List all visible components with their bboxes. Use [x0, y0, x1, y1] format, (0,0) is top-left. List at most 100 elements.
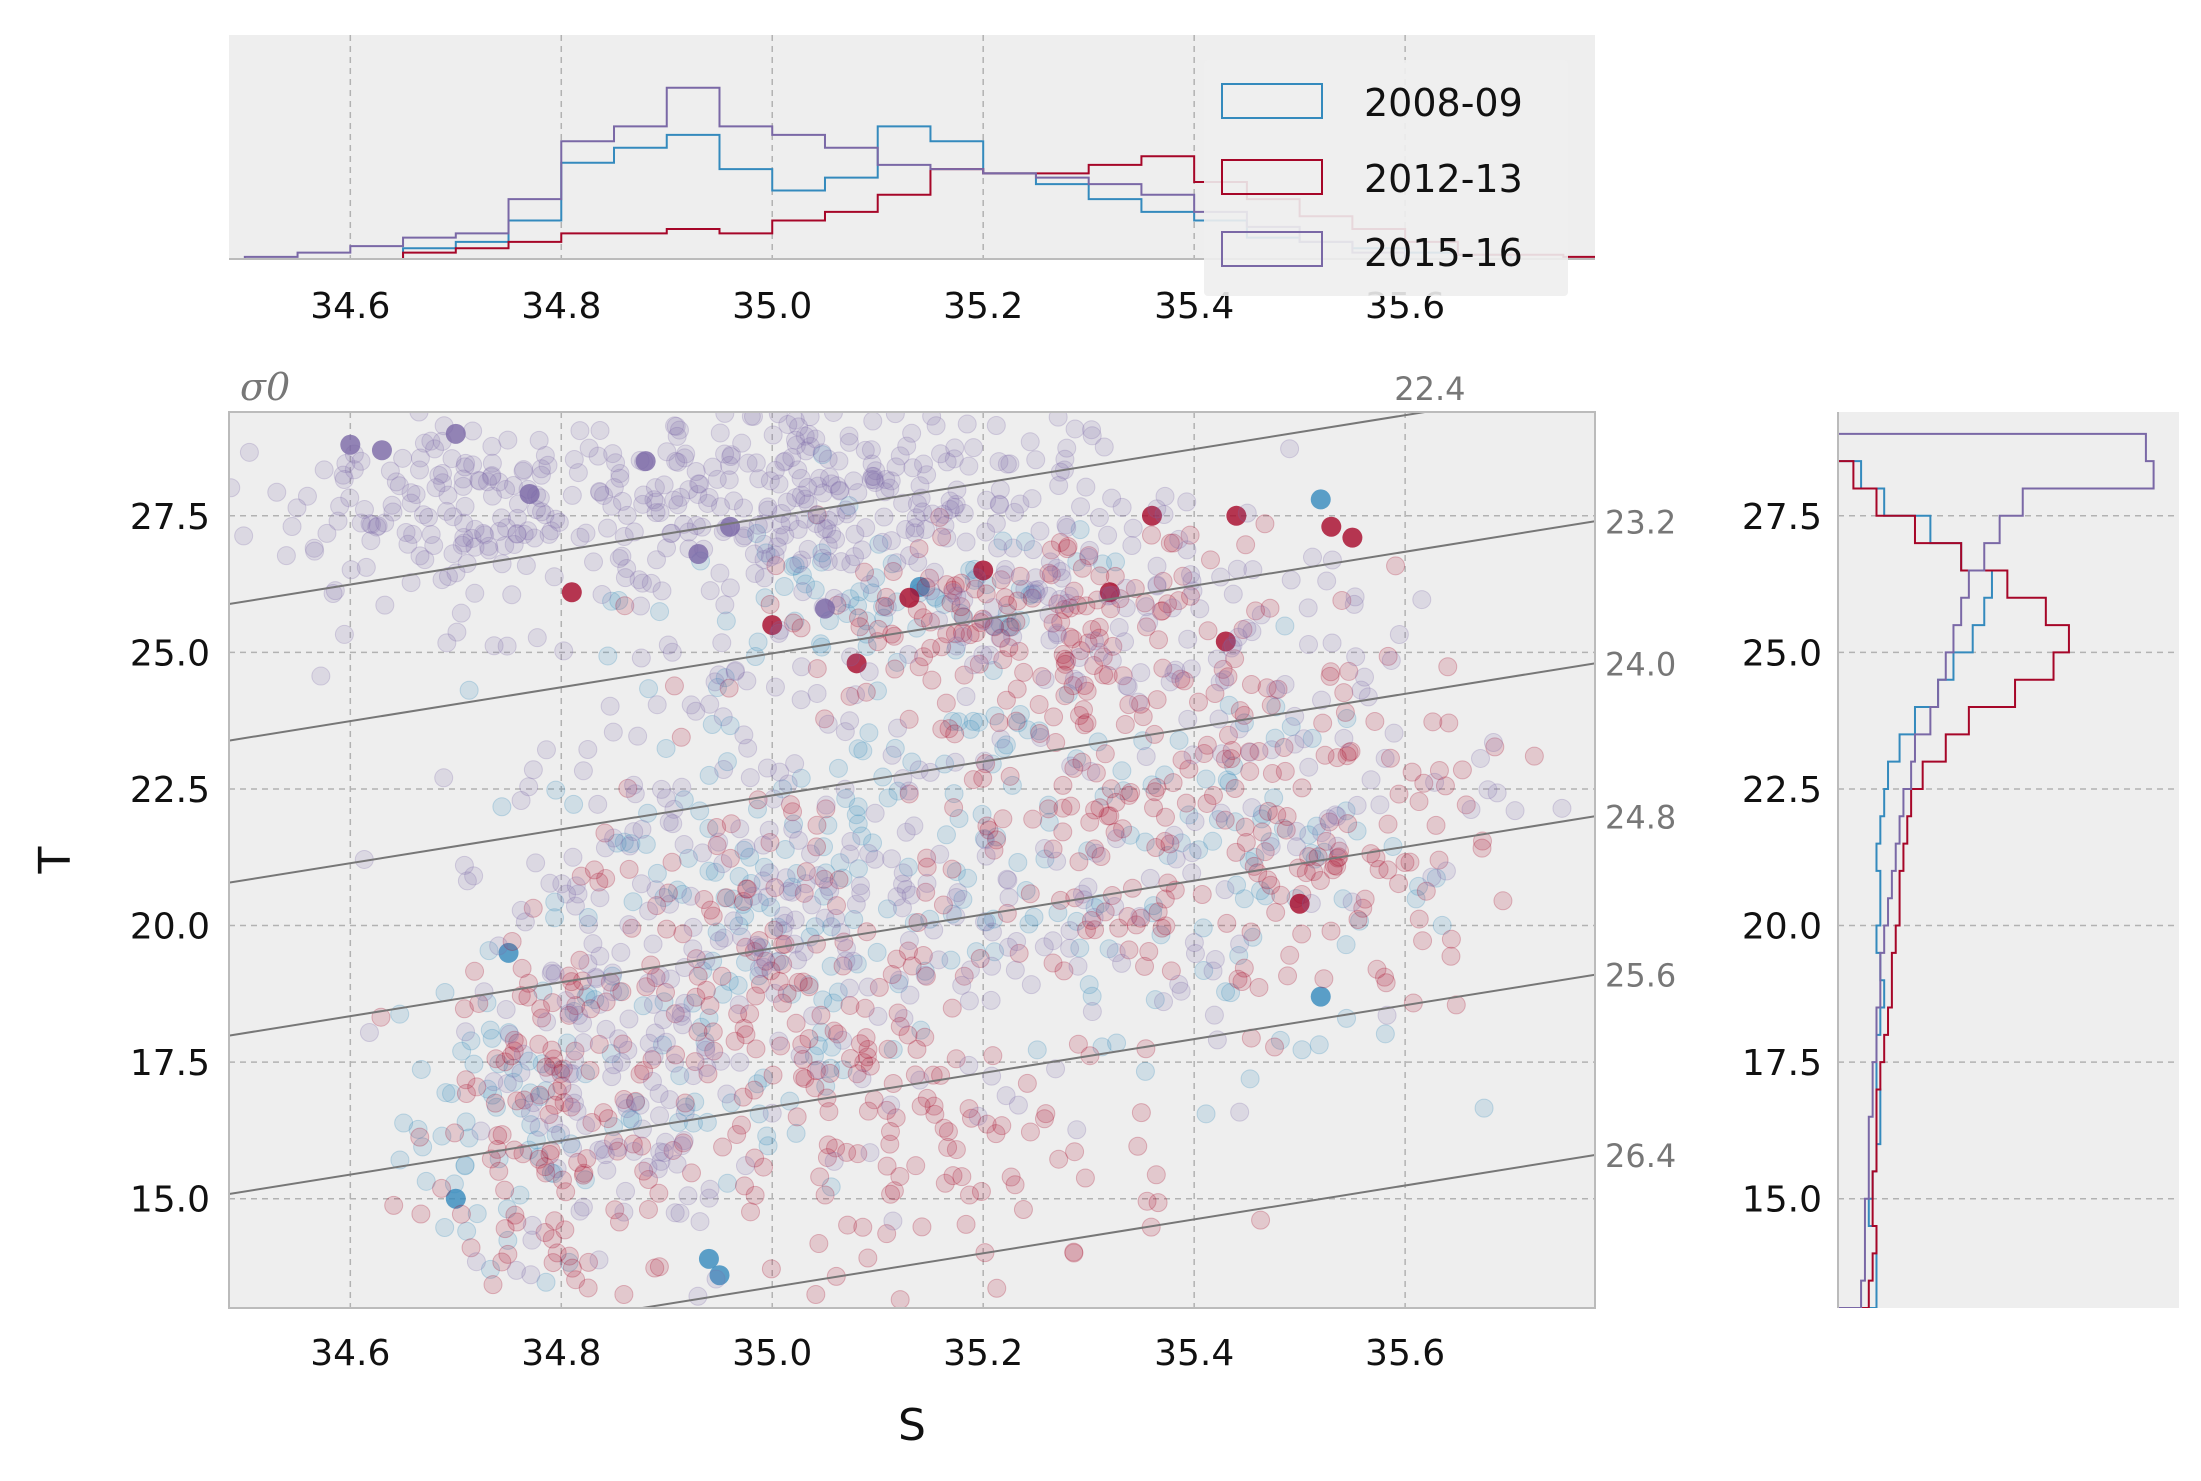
data-point [719, 470, 739, 490]
data-point [905, 518, 925, 538]
data-point [774, 576, 794, 596]
data-point [753, 835, 773, 855]
data-point [668, 452, 688, 472]
data-point [699, 818, 719, 838]
data-point [874, 507, 894, 527]
data-point [675, 1093, 695, 1113]
data-point [999, 638, 1019, 658]
data-point [743, 412, 763, 426]
data-point [564, 794, 584, 814]
data-point [681, 886, 701, 906]
data-point [1113, 666, 1133, 686]
data-point [1147, 690, 1167, 710]
data-point [886, 1108, 906, 1128]
data-point [1196, 1104, 1216, 1124]
data-point [822, 1037, 842, 1057]
data-point [782, 882, 802, 902]
data-point [774, 452, 794, 472]
data-point [465, 519, 485, 539]
sigma-contours [229, 412, 1595, 1308]
data-point [1256, 886, 1276, 906]
data-point-dense [698, 1248, 719, 1269]
data-point [848, 483, 868, 503]
data-point [1050, 589, 1070, 609]
data-point [578, 984, 598, 1004]
data-point [1152, 601, 1172, 621]
data-point [819, 1102, 839, 1122]
data-point [594, 485, 614, 505]
data-point [1378, 860, 1398, 880]
data-point [1020, 585, 1040, 605]
data-point [547, 1243, 567, 1263]
data-point [796, 574, 816, 594]
data-point [1021, 975, 1041, 995]
data-point [1022, 489, 1042, 509]
data-point [699, 1188, 719, 1208]
data-point [1261, 837, 1281, 857]
data-point [1146, 838, 1166, 858]
data-point [672, 777, 692, 797]
data-point [688, 1022, 708, 1042]
data-point [733, 1087, 753, 1107]
data-point [1151, 925, 1171, 945]
data-point [617, 558, 637, 578]
top-x-tick-label: 35.2 [943, 286, 1023, 327]
data-point [436, 1083, 456, 1103]
data-point [841, 554, 861, 574]
data-point [1332, 590, 1352, 610]
temperature-histogram-2015-16 [1838, 432, 2155, 1308]
data-point [861, 440, 881, 460]
data-point [445, 1123, 465, 1143]
data-point [750, 974, 770, 994]
data-point [796, 441, 816, 461]
data-point [986, 416, 1006, 436]
sigma-contour-labels: 22.423.224.024.825.626.4 [1394, 370, 1676, 1175]
data-point [514, 524, 534, 544]
data-point [767, 537, 787, 557]
data-point [1171, 669, 1191, 689]
data-point [1336, 1008, 1356, 1028]
data-point [1147, 575, 1167, 595]
data-point [703, 457, 723, 477]
data-point [991, 628, 1011, 648]
data-point [824, 1151, 844, 1171]
data-point [991, 729, 1011, 749]
data-point [481, 1149, 501, 1169]
data-point [1122, 536, 1142, 556]
data-point [1339, 661, 1359, 681]
data-point [1039, 795, 1059, 815]
data-point [999, 617, 1019, 637]
data-point [699, 861, 719, 881]
data-point [850, 617, 870, 637]
data-point [880, 1122, 900, 1142]
data-point [850, 1034, 870, 1054]
data-point [1383, 836, 1403, 856]
data-point [951, 597, 971, 617]
data-point [1023, 540, 1043, 560]
data-point [935, 1173, 955, 1193]
data-point [848, 596, 868, 616]
data-point [652, 581, 672, 601]
data-point [961, 1108, 981, 1128]
data-point [966, 623, 986, 643]
data-point [1218, 667, 1238, 687]
data-point [835, 722, 855, 742]
data-point [615, 596, 635, 616]
data-point [1075, 1168, 1095, 1188]
data-point [674, 514, 694, 534]
data-point [633, 494, 653, 514]
data-point [888, 1003, 908, 1023]
data-point [876, 470, 896, 490]
data-point [527, 628, 547, 648]
data-point [807, 815, 827, 835]
data-point [361, 531, 381, 551]
data-point [735, 906, 755, 926]
data-point [578, 740, 598, 760]
data-point [305, 541, 325, 561]
data-point [497, 518, 517, 538]
data-point [882, 965, 902, 985]
data-point [1224, 756, 1244, 776]
data-point [461, 1031, 481, 1051]
data-point [877, 899, 897, 919]
data-point [791, 485, 811, 505]
